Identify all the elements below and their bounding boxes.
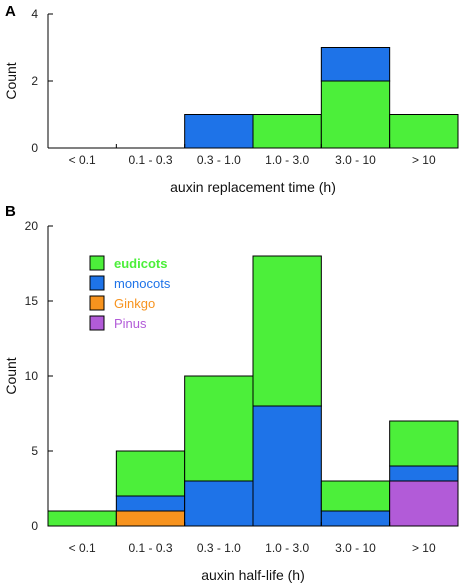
bars bbox=[184, 47, 459, 149]
bar-eudicots-4 bbox=[320, 480, 391, 512]
bar-Ginkgo-1 bbox=[115, 510, 186, 527]
bar-eudicots-4 bbox=[320, 80, 391, 149]
bar-eudicots-2 bbox=[184, 375, 254, 482]
y-tick-label: 5 bbox=[31, 444, 38, 458]
x-tick-label: 3.0 - 10 bbox=[335, 153, 376, 167]
y-axis-label: Count bbox=[3, 357, 19, 394]
bar-eudicots-0 bbox=[47, 510, 117, 527]
legend-label-Ginkgo: Ginkgo bbox=[114, 296, 155, 311]
panel-label: A bbox=[5, 3, 16, 20]
x-tick-label: 3.0 - 10 bbox=[335, 541, 376, 555]
bars bbox=[47, 255, 459, 527]
x-tick-label: < 0.1 bbox=[69, 541, 96, 555]
bar-monocots-4 bbox=[320, 510, 391, 527]
bar-Pinus-5 bbox=[389, 480, 459, 527]
x-tick-label: < 0.1 bbox=[69, 153, 96, 167]
y-tick-label: 4 bbox=[31, 7, 38, 21]
x-axis-label: auxin half-life (h) bbox=[201, 567, 305, 583]
legend: eudicots monocots Ginkgo Pinus bbox=[89, 255, 171, 331]
legend-swatch-monocots bbox=[89, 275, 105, 291]
x-tick-label: > 10 bbox=[412, 153, 436, 167]
legend-label-monocots: monocots bbox=[114, 276, 171, 291]
panel-A: A 0 2 4 < 0.1 0.1 - 0.3 0.3 - 1.0 1.0 - 3.0 3.0 … bbox=[3, 3, 459, 195]
y-tick-label: 2 bbox=[31, 74, 38, 88]
bar-eudicots-3 bbox=[252, 255, 322, 407]
legend-swatch-eudicots bbox=[89, 255, 105, 271]
bar-monocots-5 bbox=[389, 465, 459, 482]
x-tick-label: 0.3 - 1.0 bbox=[197, 541, 241, 555]
x-tick-label: 0.1 - 0.3 bbox=[128, 153, 172, 167]
x-tick-label: > 10 bbox=[412, 541, 436, 555]
legend-swatch-Ginkgo bbox=[89, 295, 105, 311]
x-axis-label: auxin replacement time (h) bbox=[170, 179, 336, 195]
y-tick-label: 0 bbox=[31, 141, 38, 155]
legend-label-Pinus: Pinus bbox=[114, 316, 147, 331]
y-tick-label: 20 bbox=[25, 219, 39, 233]
y-tick-label: 0 bbox=[31, 519, 38, 533]
bar-eudicots-5 bbox=[389, 420, 459, 467]
x-tick-label: 1.0 - 3.0 bbox=[265, 153, 309, 167]
bar-monocots-2 bbox=[184, 114, 254, 149]
bar-monocots-3 bbox=[252, 405, 322, 527]
panel-B: B 0 5 10 15 20 < 0.1 0.1 - 0.3 0.3 - 1.0 1.0 - 3.… bbox=[3, 203, 459, 583]
x-tick-label: 0.1 - 0.3 bbox=[128, 541, 172, 555]
bar-monocots-1 bbox=[115, 495, 186, 512]
bar-monocots-4 bbox=[320, 47, 391, 82]
bar-eudicots-3 bbox=[252, 114, 322, 149]
y-tick-label: 10 bbox=[25, 369, 39, 383]
x-tick-label: 0.3 - 1.0 bbox=[197, 153, 241, 167]
x-tick-label: 1.0 - 3.0 bbox=[265, 541, 309, 555]
bar-eudicots-1 bbox=[115, 450, 186, 497]
legend-swatch-Pinus bbox=[89, 315, 105, 331]
bar-monocots-2 bbox=[184, 480, 254, 527]
panel-label: B bbox=[5, 203, 16, 220]
legend-label-eudicots: eudicots bbox=[114, 256, 167, 271]
y-axis-label: Count bbox=[3, 62, 19, 99]
y-tick-label: 15 bbox=[25, 294, 39, 308]
bar-eudicots-5 bbox=[389, 114, 459, 149]
